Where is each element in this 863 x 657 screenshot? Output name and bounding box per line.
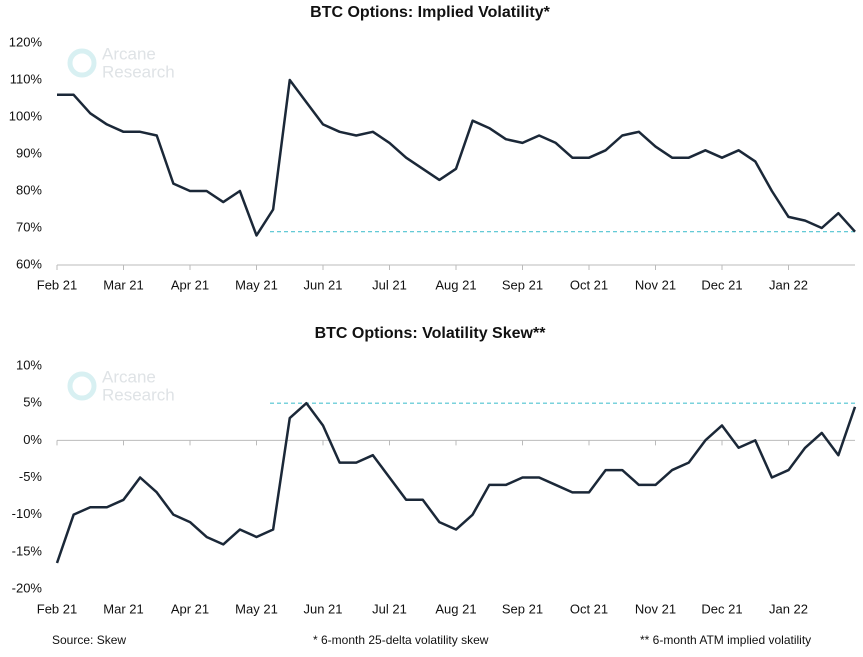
x-tick-label: Sep 21 [502,277,543,292]
line-series [57,78,856,237]
watermark: Research [102,62,175,81]
x-tick-label: Mar 21 [103,601,143,616]
x-tick-label: Jul 21 [372,601,407,616]
x-tick-label: Aug 21 [435,601,476,616]
x-tick-label: Feb 21 [37,277,77,292]
x-tick-label: Jun 21 [303,277,342,292]
y-tick-label: 0% [23,432,42,447]
chart-title: BTC Options: Implied Volatility* [310,4,550,21]
watermark: Arcane [102,367,156,386]
x-tick-label: Jun 21 [303,601,342,616]
chart-title: BTC Options: Volatility Skew** [315,325,547,342]
footnote: * 6-month 25-delta volatility skew [313,633,489,647]
x-tick-label: Jan 22 [769,601,808,616]
x-tick-label: Mar 21 [103,277,143,292]
x-tick-label: Jul 21 [372,277,407,292]
x-tick-label: May 21 [235,601,278,616]
line-series [55,401,857,564]
x-tick-label: Aug 21 [435,277,476,292]
y-tick-label: 10% [16,357,42,372]
x-tick-label: Dec 21 [701,601,742,616]
watermark: Arcane [102,44,156,63]
source: Source: Skew [52,633,126,647]
x-tick-label: Jan 22 [769,277,808,292]
footnote: ** 6-month ATM implied volatility [640,633,811,647]
y-tick-label: -5% [19,469,43,484]
y-tick-label: -15% [12,543,43,558]
x-tick-label: Sep 21 [502,601,543,616]
x-tick-label: Oct 21 [570,601,608,616]
y-tick-label: 90% [16,145,42,160]
x-tick-label: Nov 21 [635,277,676,292]
x-tick-label: Dec 21 [701,277,742,292]
watermark-logo [67,371,97,401]
y-tick-label: 5% [23,395,42,410]
x-tick-label: Feb 21 [37,601,77,616]
x-tick-label: Apr 21 [171,601,209,616]
y-tick-label: 100% [9,108,43,123]
y-tick-label: 120% [9,34,43,49]
y-tick-label: 80% [16,182,42,197]
x-tick-label: May 21 [235,277,278,292]
y-tick-label: -20% [12,580,43,595]
y-tick-label: 70% [16,219,42,234]
y-tick-label: 60% [16,256,42,271]
y-tick-label: 110% [10,71,43,86]
watermark: Research [102,385,175,404]
x-tick-label: Apr 21 [171,277,209,292]
x-tick-label: Oct 21 [570,277,608,292]
x-tick-label: Nov 21 [635,601,676,616]
watermark-logo [67,48,97,78]
y-tick-label: -10% [12,506,43,521]
